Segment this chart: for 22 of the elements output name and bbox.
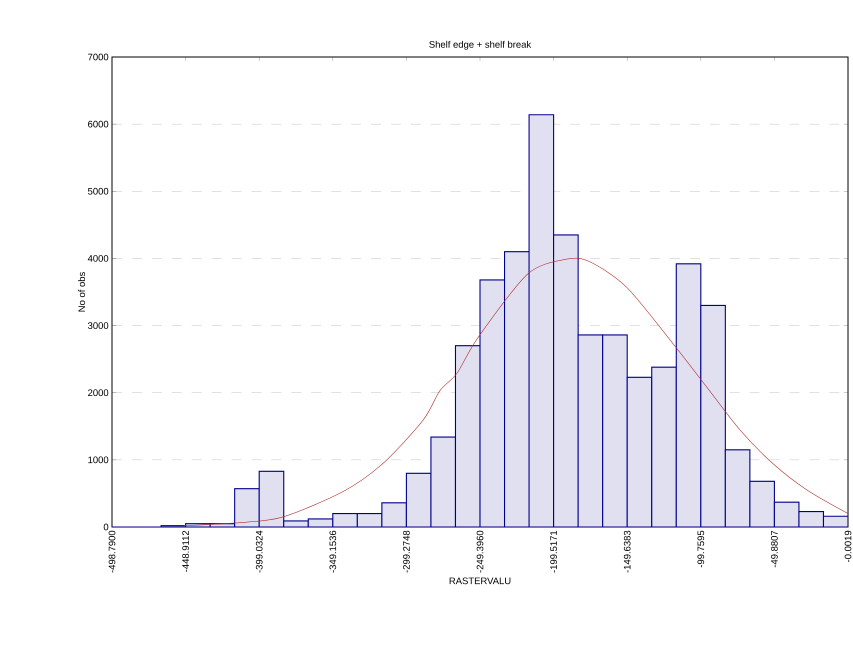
- x-tick-label: -149.6383: [624, 530, 631, 573]
- x-tick-label: -249.3960: [476, 530, 484, 573]
- y-tick-label: 2000: [88, 389, 108, 396]
- x-tick-label: -0.0019: [844, 530, 852, 562]
- x-tick-label: -99.7595: [697, 530, 704, 568]
- x-tick-label: -299.2748: [403, 530, 410, 573]
- x-tick-label: -349.1536: [329, 530, 336, 573]
- y-axis-title: No of obs: [78, 272, 86, 312]
- chart-title: Shelf edge + shelf break: [429, 40, 532, 50]
- y-tick-label: 0: [104, 524, 108, 530]
- y-tick-label: 6000: [88, 120, 108, 128]
- x-tick-label: -448.9112: [182, 530, 189, 572]
- y-tick-label: 7000: [88, 54, 108, 60]
- x-axis-title: RASTERVALU: [450, 577, 510, 584]
- x-tick-label: -498.7900: [108, 530, 116, 573]
- x-tick-label: -199.5171: [550, 530, 557, 573]
- x-tick-label: -399.0324: [256, 530, 263, 573]
- y-tick-label: 1000: [88, 456, 108, 464]
- y-tick-label: 3000: [88, 322, 108, 329]
- x-tick-label: -49.8807: [771, 530, 778, 568]
- y-tick-label: 5000: [88, 188, 108, 195]
- y-tick-label: 4000: [88, 255, 108, 262]
